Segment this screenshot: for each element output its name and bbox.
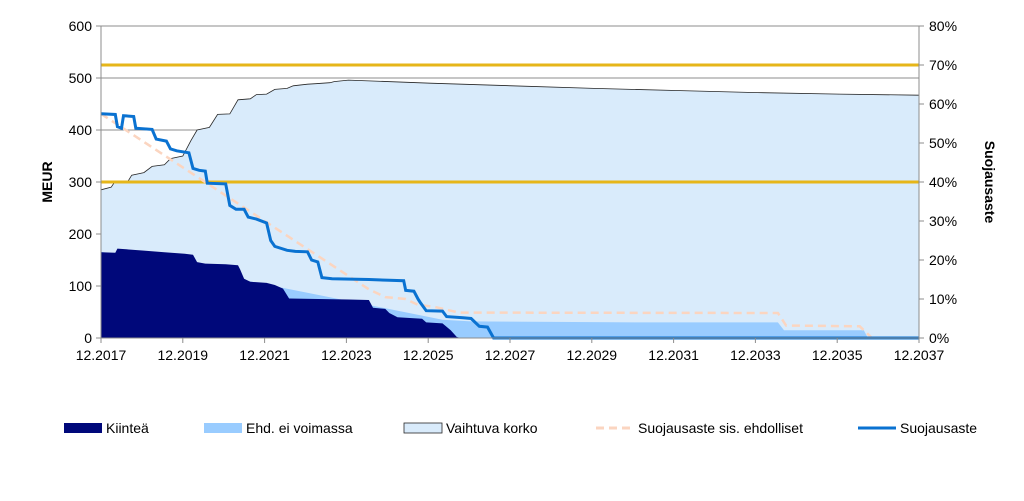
y2-tick-label: 40% <box>929 174 957 190</box>
legend-item-kiinte-: Kiinteä <box>64 420 149 436</box>
y2-tick-label: 80% <box>929 18 957 34</box>
y-tick-label: 200 <box>69 226 93 242</box>
legend-label: Ehd. ei voimassa <box>246 420 353 436</box>
y-tick-label: 0 <box>84 330 92 346</box>
x-tick-label: 12.2019 <box>157 347 208 363</box>
axes <box>96 25 924 343</box>
y2-tick-label: 20% <box>929 252 957 268</box>
legend-swatch <box>204 423 242 433</box>
legend-label: Suojausaste sis. ehdolliset <box>638 420 803 436</box>
line-suojausaste-sis-ehdolliset <box>100 112 919 340</box>
legend-item-suojausaste-sis-ehdolliset: Suojausaste sis. ehdolliset <box>596 420 803 436</box>
legend-item-ehd-ei-voimassa: Ehd. ei voimassa <box>204 420 353 436</box>
line-series <box>100 112 919 340</box>
legend-item-suojausaste: Suojausaste <box>858 420 977 436</box>
area-series <box>100 79 920 339</box>
legend-swatch <box>64 423 102 433</box>
x-tick-label: 12.2029 <box>566 347 617 363</box>
y2-tick-label: 30% <box>929 213 957 229</box>
y2-tick-label: 50% <box>929 135 957 151</box>
legend-item-vaihtuva-korko: Vaihtuva korko <box>403 420 538 436</box>
y-tick-label: 100 <box>69 278 93 294</box>
area-kiinte- <box>101 248 461 338</box>
legend-label: Vaihtuva korko <box>446 420 538 436</box>
x-tick-label: 12.2025 <box>403 347 454 363</box>
x-tick-label: 12.2031 <box>648 347 699 363</box>
x-tick-label: 12.2021 <box>239 347 290 363</box>
y2-tick-label: 70% <box>929 57 957 73</box>
legend-label: Suojausaste <box>900 420 977 436</box>
y2-tick-label: 60% <box>929 96 957 112</box>
y-tick-label: 500 <box>69 70 93 86</box>
tick-labels: 0 100 200 300 400 500 600 0% 10% 20% 30% 40% 50% 60% 7… <box>69 18 957 363</box>
y2-tick-label: 0% <box>929 330 949 346</box>
x-tick-label: 12.2037 <box>894 347 945 363</box>
reference-lines <box>101 63 919 184</box>
y2-axis-title: Suojausaste <box>982 141 998 224</box>
x-tick-label: 12.2023 <box>321 347 372 363</box>
y-tick-label: 300 <box>69 174 93 190</box>
area-vaihtuva-korko <box>100 79 920 339</box>
x-tick-label: 12.2035 <box>812 347 863 363</box>
y-tick-label: 600 <box>69 18 93 34</box>
y-axis-title: MEUR <box>39 161 55 202</box>
line-suojausaste <box>100 112 919 340</box>
x-tick-label: 12.2033 <box>730 347 781 363</box>
legend: Kiinteä Ehd. ei voimassa Vaihtuva korko Suo… <box>64 420 977 436</box>
x-tick-label: 12.2027 <box>485 347 536 363</box>
legend-label: Kiinteä <box>106 420 149 436</box>
legend-swatch <box>403 422 443 434</box>
x-tick-label: 12.2017 <box>76 347 127 363</box>
y-tick-label: 400 <box>69 122 93 138</box>
y2-tick-label: 10% <box>929 291 957 307</box>
